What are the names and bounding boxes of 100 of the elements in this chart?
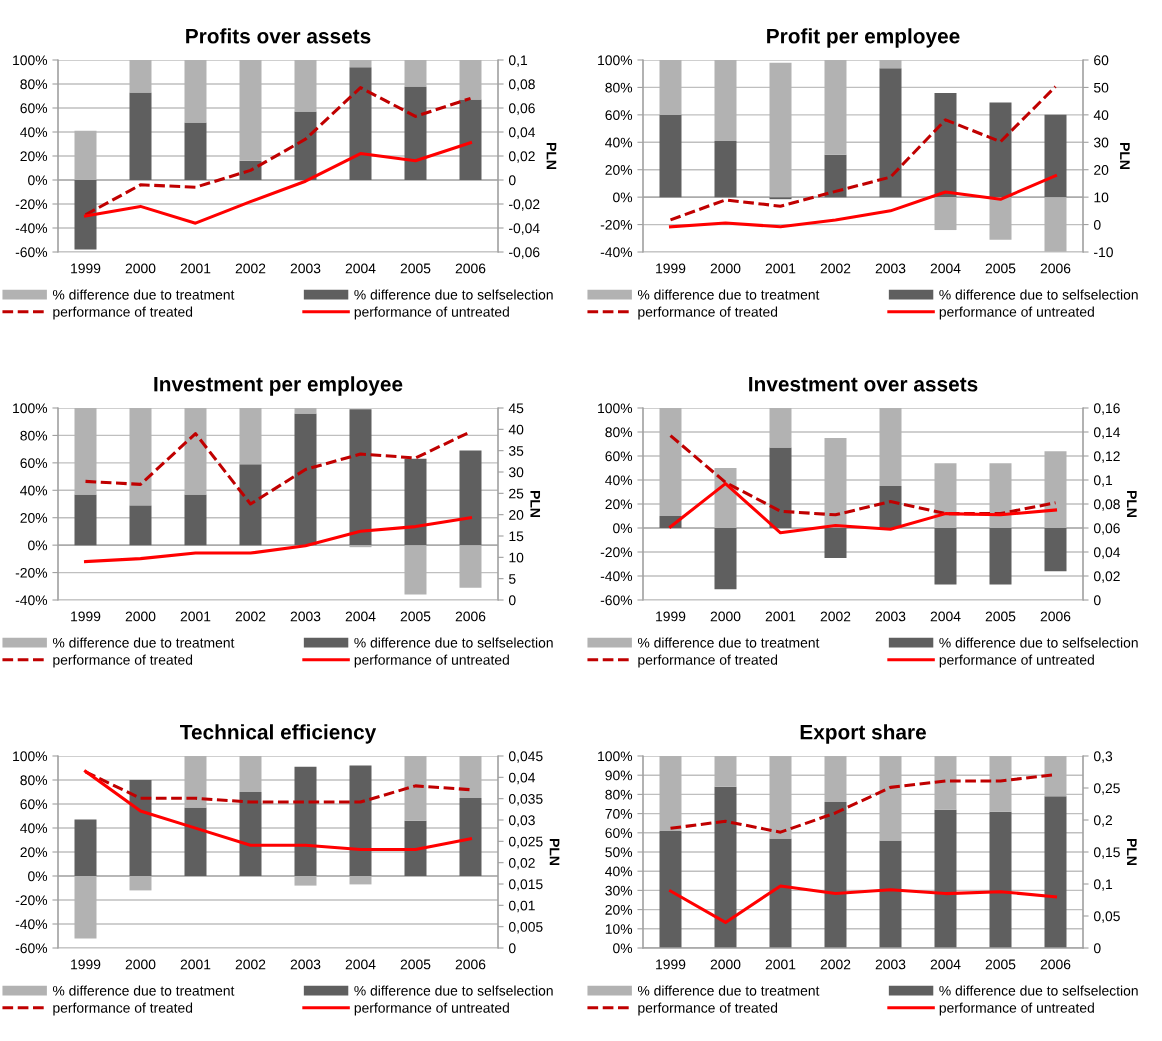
bar [459,99,482,180]
y2-tick-label: 40 [1093,110,1109,121]
legend-label: % difference due to treatment [637,637,820,648]
legend-label: performance of treated [53,1002,193,1016]
y2-tick-label: 0,2 [1093,815,1113,827]
y2-tick-label: 25 [509,488,524,499]
x-tick-label: 2001 [765,959,796,970]
bar [934,197,957,231]
y2-tick-label: 0,01 [508,900,535,913]
y2-tick-label: 0,06 [508,103,535,115]
bar [129,92,152,180]
bar [714,140,737,198]
y2-axis-title: PLN [1127,839,1137,865]
x-tick-label: 2003 [290,263,321,274]
x-tick-label: 2006 [455,611,486,622]
y-tick-label: 80% [20,775,48,786]
bar [934,463,957,528]
bar [349,60,372,68]
x-tick-label: 2001 [180,611,211,622]
bar [239,60,262,161]
bar [404,458,427,546]
y-tick-label: -60% [15,247,48,258]
bar [459,60,482,100]
bar [294,111,317,180]
y2-tick-label: 0 [508,175,516,186]
legend-label: performance of untreated [354,654,509,668]
y-tick-label: 60% [20,458,48,469]
y2-tick-label: 0,04 [1093,547,1121,559]
y-tick-label: 80% [605,82,633,93]
x-tick-label: 2005 [985,263,1016,274]
x-tick-label: 1999 [71,959,101,970]
bar [659,756,682,831]
y2-axis-title: PLN [549,839,560,865]
chart-title: Technical efficiency [180,724,377,744]
y-tick-label: 20% [20,513,48,523]
legend-label: % difference due to treatment [637,985,820,996]
bar [129,780,152,876]
bar [659,408,682,516]
x-tick-label: 2006 [1040,959,1071,970]
bar [349,409,372,546]
y2-tick-label: 20 [509,510,524,520]
y2-tick-label: 45 [508,403,524,414]
y-tick-label: -40% [15,919,48,930]
x-tick-label: 1999 [71,611,101,622]
bar [294,766,317,876]
bar [349,545,372,548]
y2-tick-label: -0,02 [509,199,540,211]
x-tick-label: 2003 [875,611,906,622]
bar [934,528,957,585]
y-tick-label: -60% [15,943,48,954]
y2-axis-title: PLN [530,491,541,517]
chart-title: Export share [800,724,926,744]
x-tick-label: 2004 [930,263,961,274]
y-tick-label: 0% [613,192,633,203]
bar [879,408,902,486]
bar [349,67,372,180]
y2-tick-label: 10 [509,552,524,563]
x-tick-label: 2000 [125,959,156,970]
y2-tick-label: 0,02 [1093,571,1120,583]
y-tick-label: 60% [605,828,633,838]
bar [934,92,957,198]
y2-tick-label: 0,035 [508,794,543,806]
y2-tick-label: 0,02 [508,151,535,163]
y-tick-label: -20% [15,567,48,578]
bar [184,408,207,495]
y-tick-label: 0% [28,540,48,551]
bar [404,545,427,595]
bar [184,122,207,180]
legend-label: performance of treated [53,306,193,320]
y-tick-label: 20% [605,904,633,915]
x-tick-label: 1999 [656,263,686,274]
x-tick-label: 2005 [400,263,431,274]
legend-label: performance of untreated [939,654,1094,668]
x-tick-label: 1999 [656,959,686,970]
y2-tick-label: 0 [508,595,516,606]
bar [404,60,427,87]
y-tick-label: 30% [605,885,633,896]
y-tick-label: -20% [15,895,48,906]
bar [824,154,847,198]
y2-tick-label: 0,045 [508,751,543,763]
x-tick-label: 2002 [820,959,851,970]
y2-tick-label: 0,04 [508,127,536,139]
bar [714,756,737,787]
bar [714,60,737,141]
bar [1044,451,1067,528]
y-tick-label: 60% [20,799,48,810]
legend-label: % difference due to treatment [52,985,235,996]
bar [459,545,482,588]
bar [294,60,317,112]
legend-label: % difference due to treatment [52,637,235,648]
x-tick-label: 2002 [235,263,266,274]
bar [294,408,317,414]
y2-tick-label: -0,04 [509,223,540,235]
line-series [83,769,473,851]
x-tick-label: 2000 [125,611,156,622]
bar [184,494,207,546]
bar [74,408,97,495]
y2-tick-label: 40 [508,424,524,435]
bar [1044,528,1067,572]
bar [934,756,957,810]
